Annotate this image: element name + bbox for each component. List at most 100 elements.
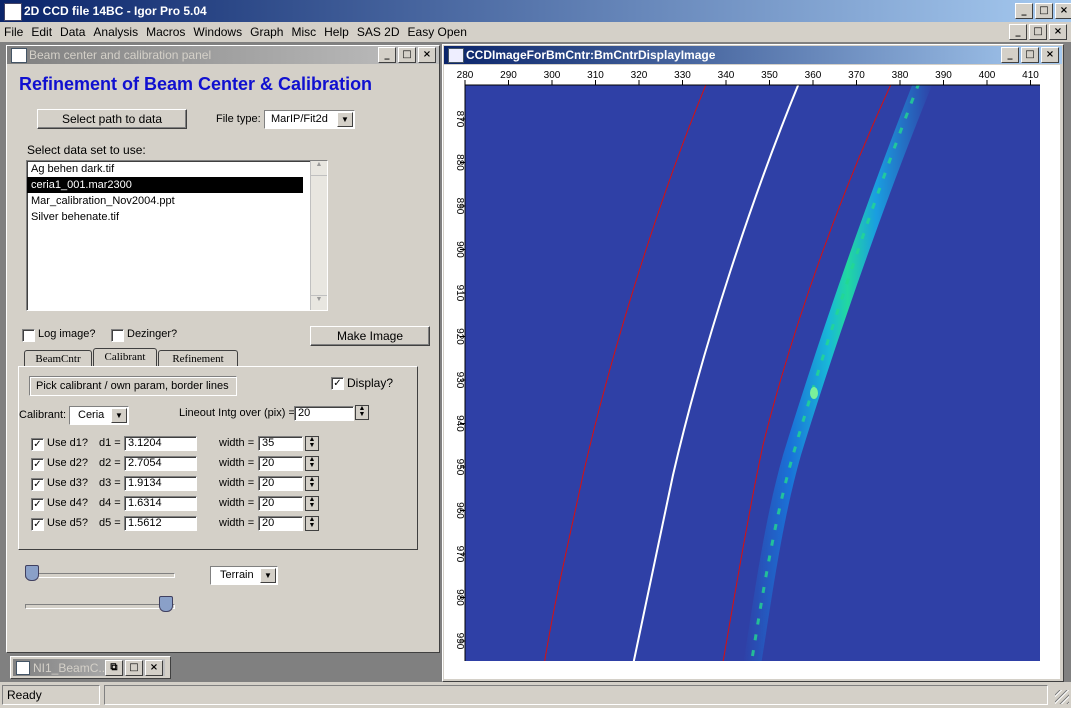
status-cell: Ready [2,685,100,705]
minimized-window[interactable]: NI1_BeamC... ⧉ □ × [10,656,171,679]
use-d-label: Use d3? [47,477,88,489]
menu-edit[interactable]: Edit [31,25,53,39]
list-scrollbar[interactable]: ▲ ▼ [310,161,327,310]
color-table-select[interactable]: Terrain ▼ [210,566,278,585]
border-line-left [544,85,707,661]
chevron-down-icon: ▼ [111,408,127,423]
x-tick-label: 360 [805,70,822,81]
panel-minimize-button[interactable]: _ [378,47,396,63]
menu-data[interactable]: Data [60,25,86,39]
graph-ticks-right [1046,75,1058,665]
d-value-input[interactable]: 1.6314 [124,496,197,511]
select-path-button[interactable]: Select path to data [37,109,187,129]
slider-low-thumb[interactable] [25,565,39,581]
d-value-input[interactable]: 3.1204 [124,436,197,451]
app-titlebar: 2D CCD file 14BC - Igor Pro 5.04 _ □ × [0,0,1071,22]
width-stepper[interactable]: ▲ ▼ [305,436,319,451]
menu-help[interactable]: Help [324,25,349,39]
slider-high-thumb[interactable] [159,596,173,612]
d-value-input[interactable]: 1.5612 [124,516,197,531]
menu-easy-open[interactable]: Easy Open [407,25,467,39]
display-label: Display? [347,376,394,390]
lineout-input[interactable]: 20 [294,406,354,421]
width-input[interactable]: 35 [258,436,303,451]
slider-high-track[interactable] [25,604,175,609]
image-window-controls: _ □ × [1001,47,1059,63]
list-item-selected[interactable]: ceria1_001.mar2300 [27,177,303,193]
x-tick-label: 350 [761,70,778,81]
minimized-title: NI1_BeamC... [33,661,109,675]
ccd-image-plot[interactable]: 280 290 300 310 320 330 340 350 360 370 380 390 400 4… [443,45,1063,681]
width-stepper[interactable]: ▲ ▼ [305,496,319,511]
lineout-stepper[interactable]: ▲ ▼ [355,405,369,420]
menu-analysis[interactable]: Analysis [93,25,139,39]
panel-close-button[interactable]: × [418,47,436,63]
use-d-checkbox[interactable]: ✓ [31,518,44,531]
file-type-select[interactable]: MarIP/Fit2d ▼ [264,110,355,129]
menu-windows[interactable]: Windows [193,25,243,39]
image-minimize-button[interactable]: _ [1001,47,1019,63]
menu-file[interactable]: File [4,25,24,39]
use-d-label: Use d5? [47,517,88,529]
use-d-checkbox[interactable]: ✓ [31,438,44,451]
d-label: d1 = [99,437,121,449]
menu-sas2d[interactable]: SAS 2D [356,25,400,39]
tab-refinement[interactable]: Refinement [158,350,238,367]
x-tick-label: 340 [718,70,735,81]
width-input[interactable]: 20 [258,496,303,511]
tab-beamcntr[interactable]: BeamCntr [24,350,92,367]
maximize-button[interactable]: □ [125,660,143,676]
mdi-minimize-button[interactable]: _ [1009,24,1027,40]
use-d-checkbox[interactable]: ✓ [31,478,44,491]
menu-misc[interactable]: Misc [291,25,317,39]
menu-graph[interactable]: Graph [250,25,284,39]
width-input[interactable]: 20 [258,516,303,531]
x-tick-label: 280 [457,70,474,81]
scroll-down-arrow-icon[interactable]: ▼ [311,295,327,310]
d-label: d5 = [99,517,121,529]
image-window: CCDImageForBmCntr:BmCntrDisplayImage _ □… [442,44,1064,682]
mdi-maximize-button[interactable]: □ [1029,24,1047,40]
data-set-list[interactable]: Ag behen dark.tif ceria1_001.mar2300 Mar… [26,160,328,311]
resize-grip-icon[interactable] [1055,690,1069,704]
width-input[interactable]: 20 [258,456,303,471]
image-close-button[interactable]: × [1041,47,1059,63]
close-button[interactable]: × [145,660,163,676]
d-value-input[interactable]: 1.9134 [124,476,197,491]
x-tick-label: 320 [631,70,648,81]
dezinger-checkbox[interactable] [111,329,124,342]
menu-macros[interactable]: Macros [146,25,186,39]
mdi-close-button[interactable]: × [1049,24,1067,40]
list-item[interactable]: Mar_calibration_Nov2004.ppt [31,195,175,207]
list-item[interactable]: Silver behenate.tif [31,211,120,223]
slider-low-track[interactable] [25,573,175,578]
width-stepper[interactable]: ▲ ▼ [305,476,319,491]
maximize-button[interactable]: □ [1035,3,1053,19]
tab-calibrant[interactable]: Calibrant [93,348,157,367]
width-input[interactable]: 20 [258,476,303,491]
d-value-input[interactable]: 2.7054 [124,456,197,471]
use-d-checkbox[interactable]: ✓ [31,458,44,471]
y-tick-label: 960 [454,502,465,519]
minimize-button[interactable]: _ [1015,3,1033,19]
y-tick-label: 950 [454,459,465,476]
border-line-right [722,85,892,661]
width-label: width = [219,477,255,489]
width-stepper[interactable]: ▲ ▼ [305,516,319,531]
scroll-up-arrow-icon[interactable]: ▲ [311,161,327,176]
panel-maximize-button[interactable]: □ [398,47,416,63]
status-cell-empty [104,685,1048,705]
display-checkbox[interactable]: ✓ [331,377,344,390]
close-button[interactable]: × [1055,3,1071,19]
color-table-value: Terrain [220,569,254,581]
image-maximize-button[interactable]: □ [1021,47,1039,63]
calibrant-select[interactable]: Ceria ▼ [69,406,129,425]
restore-button[interactable]: ⧉ [105,660,123,676]
panel-titlebar: Beam center and calibration panel _ □ × [7,46,439,64]
make-image-button[interactable]: Make Image [310,326,430,346]
igor-app-icon[interactable] [4,3,22,21]
list-item[interactable]: Ag behen dark.tif [31,163,115,175]
use-d-checkbox[interactable]: ✓ [31,498,44,511]
width-stepper[interactable]: ▲ ▼ [305,456,319,471]
log-image-checkbox[interactable] [22,329,35,342]
